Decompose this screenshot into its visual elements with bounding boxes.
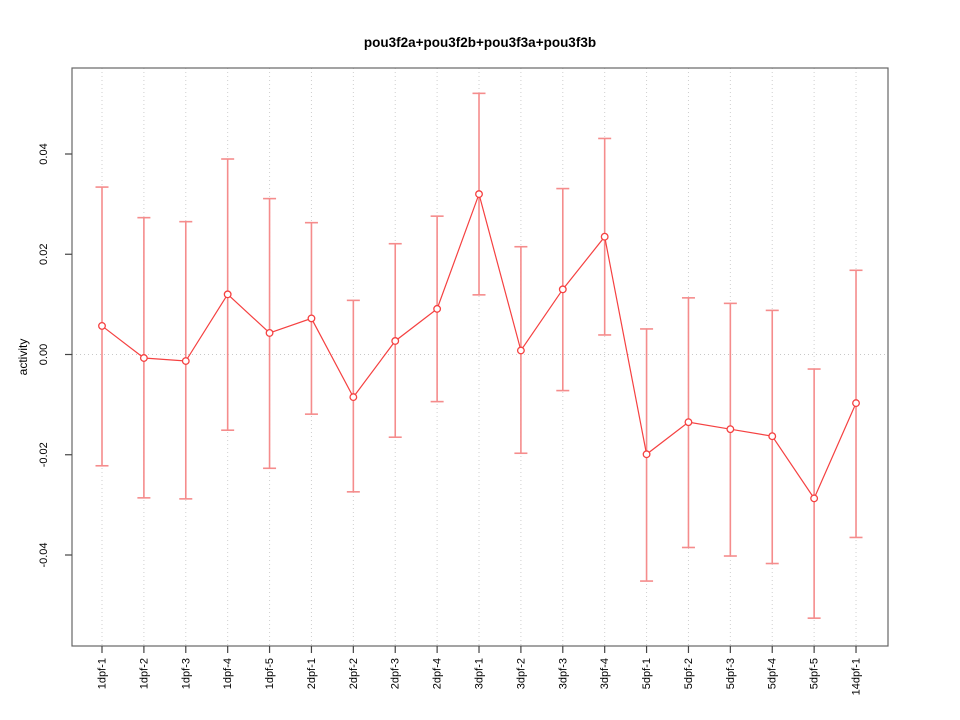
data-point (139, 354, 148, 362)
data-point (642, 450, 651, 459)
data-point (684, 418, 693, 427)
y-tick-label: 0.00 (38, 344, 50, 365)
data-point (852, 399, 860, 408)
x-tick-label: 3dpf-4 (599, 658, 611, 689)
x-tick-label: 5dpf-3 (725, 658, 737, 689)
x-tick-label: 2dpf-2 (348, 658, 360, 689)
data-point (391, 337, 400, 345)
x-tick-label: 3dpf-2 (515, 658, 527, 689)
x-tick-label: 1dpf-5 (264, 658, 276, 689)
y-axis-label: activity (16, 339, 30, 376)
data-point (726, 425, 735, 434)
y-tick-label: 0.02 (38, 244, 50, 265)
data-point (516, 346, 525, 355)
x-tick-label: 5dpf-5 (809, 658, 821, 689)
x-tick-label: 2dpf-1 (306, 658, 318, 689)
x-tick-label: 3dpf-3 (557, 658, 569, 689)
x-tick-label: 5dpf-2 (683, 658, 695, 689)
data-point (810, 494, 819, 503)
y-tick-label: 0.04 (38, 143, 50, 164)
y-tick-label: -0.04 (38, 542, 50, 567)
x-tick-label: 5dpf-1 (641, 658, 653, 689)
data-point (475, 190, 483, 199)
x-tick-label: 3dpf-1 (474, 658, 486, 689)
x-tick-label: 2dpf-3 (390, 658, 402, 689)
x-tick-label: 1dpf-2 (138, 658, 150, 689)
data-point (307, 314, 316, 323)
x-tick-label: 2dpf-4 (432, 658, 444, 689)
data-point (181, 357, 190, 365)
data-point (600, 232, 609, 241)
x-tick-label: 1dpf-1 (97, 658, 109, 689)
data-point (349, 393, 358, 402)
x-tick-label: 14dpf-1 (851, 658, 863, 695)
data-point (768, 432, 777, 441)
data-point (433, 304, 442, 313)
x-tick-label: 1dpf-4 (222, 658, 234, 689)
chart-title: pou3f2a+pou3f2b+pou3f3a+pou3f3b (364, 35, 596, 50)
data-point (223, 290, 232, 299)
data-point (558, 285, 567, 294)
y-tick-label: -0.02 (38, 442, 50, 467)
data-point (98, 321, 106, 330)
x-tick-label: 5dpf-4 (767, 658, 779, 689)
x-tick-label: 1dpf-3 (180, 658, 192, 689)
data-point (265, 328, 274, 337)
plot-border (71, 67, 889, 647)
